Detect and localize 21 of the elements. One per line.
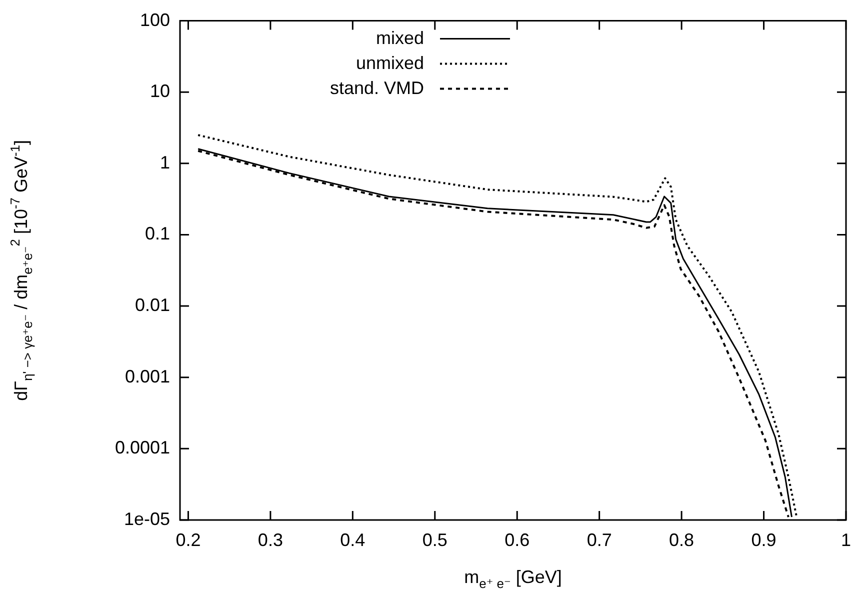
x-tick-label: 0.2 bbox=[176, 530, 201, 550]
x-tick-label: 0.6 bbox=[504, 530, 530, 550]
x-tick-label: 0.8 bbox=[669, 530, 694, 550]
x-tick-label: 0.5 bbox=[422, 530, 448, 550]
y-tick-label: 0.0001 bbox=[114, 438, 170, 458]
legend-label: stand. VMD bbox=[330, 78, 424, 98]
legend-label: unmixed bbox=[356, 52, 424, 73]
y-tick-label: 0.1 bbox=[144, 224, 170, 244]
y-tick-label: 1e-05 bbox=[124, 508, 170, 529]
legend-label: mixed bbox=[376, 28, 424, 48]
y-tick-label: 1 bbox=[160, 152, 170, 172]
x-tick-label: 1 bbox=[840, 530, 852, 550]
y-tick-label: 0.01 bbox=[134, 295, 170, 316]
text: dΓη' −> γe⁺e⁻ / dme⁺e⁻2 [10-7 GeV-1] bbox=[7, 140, 35, 401]
y-tick-label: 10 bbox=[150, 81, 170, 102]
x-tick-label: 0.3 bbox=[258, 530, 283, 550]
y-tick-label: 100 bbox=[140, 10, 170, 30]
y-tick-label: 0.001 bbox=[124, 366, 170, 386]
x-tick-label: 0.7 bbox=[586, 530, 612, 550]
x-tick-label: 0.4 bbox=[340, 530, 366, 550]
x-tick-label: 0.9 bbox=[751, 530, 776, 550]
